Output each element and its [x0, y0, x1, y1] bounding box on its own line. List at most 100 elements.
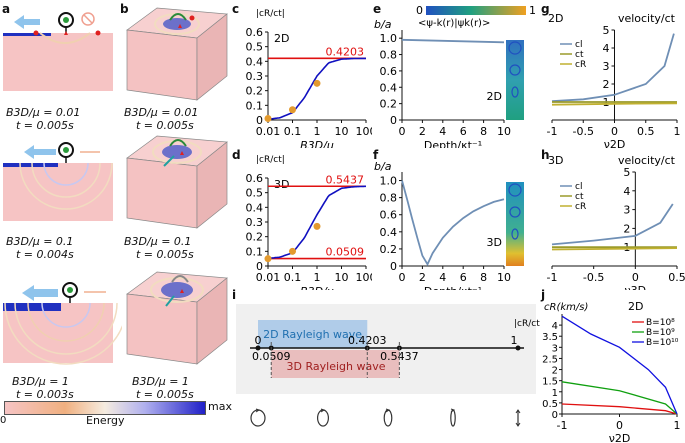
axis-point	[515, 345, 521, 351]
chart-c: 00.10.20.30.40.50.60.010.1110100B3D/μ|cR…	[246, 9, 373, 148]
y-tick-label: 1.5	[542, 377, 558, 388]
velocity-curve	[551, 203, 674, 246]
velocity-curve	[551, 247, 678, 251]
x-tick-label: 0	[399, 271, 406, 284]
panel-label-c: c	[232, 2, 240, 16]
legend-label: ct	[575, 50, 584, 60]
velocity-curve	[551, 102, 678, 106]
y-tick-label: 0	[390, 260, 397, 273]
sim-ratio-label: B3D/μ = 0.01	[124, 106, 199, 119]
y-tick-label: 0.2	[380, 243, 398, 256]
rotation-icon	[171, 275, 189, 283]
chart-title: 2D	[628, 300, 643, 313]
arrowhead	[450, 408, 456, 413]
sim-time-label: t = 0.003s	[16, 388, 74, 401]
y-tick-label: 0.5	[246, 187, 264, 200]
simulation-2d-panels	[3, 12, 122, 365]
y-tick-label: 3.5	[542, 332, 558, 343]
ellipse-icon	[508, 41, 522, 55]
reference-line-label: 0.4203	[326, 45, 365, 58]
y-tick-label: 0	[256, 114, 263, 127]
legend-label: ct	[575, 192, 584, 202]
dimension-label: 2D	[548, 12, 563, 25]
x-tick-label: 4	[439, 271, 446, 284]
x-tick-label: 0.5	[668, 271, 685, 284]
x-tick-label: -1	[547, 271, 558, 284]
x-tick-label: 10	[335, 271, 349, 284]
y-tick-label: 0.6	[246, 26, 264, 39]
x-tick-label: 0.01	[256, 125, 281, 138]
y-axis-label: b/a	[374, 160, 392, 173]
x-axis-label: Depth/κt⁻¹	[424, 139, 482, 148]
data-point	[264, 255, 272, 263]
simulation-3d-cubes	[126, 7, 228, 365]
x-tick-label: 6	[460, 125, 467, 138]
arrow-left-icon	[22, 285, 58, 301]
sim-time-label: t = 0.005s	[136, 388, 194, 401]
band-2d-label: 2D Rayleigh wave	[263, 328, 362, 341]
colorbar-title: <ψ-k(r)|ψk(r)>	[418, 18, 490, 29]
y-tick-label: 3	[603, 60, 610, 73]
x-tick-label: 2	[419, 125, 426, 138]
chart-title: 2D	[274, 32, 289, 45]
x-tick-label: 1	[314, 125, 321, 138]
y-tick-label: 0.2	[380, 98, 398, 111]
cube-row1	[126, 7, 228, 101]
x-axis-label: B3D/μ	[300, 139, 334, 148]
sim-ratio-label: B3D/μ = 0.01	[6, 106, 81, 119]
y-tick-label: 0.4	[246, 55, 264, 68]
chart-title: velocity/ct	[618, 12, 676, 25]
y-tick-label: 4	[552, 321, 558, 332]
legend-label: B=10¹⁰	[646, 338, 679, 348]
x-tick-label: 8	[480, 125, 487, 138]
panel-label-a: a	[2, 2, 11, 16]
axis-tick-label: 1	[511, 334, 518, 347]
ellipse-icon	[511, 228, 519, 240]
data-point	[264, 115, 272, 123]
y-axis-label: |cR/ct|	[256, 155, 285, 165]
y-tick-label: 0.4	[246, 201, 264, 214]
panel-label-f: f	[373, 148, 379, 162]
x-tick-label: 100	[356, 271, 373, 284]
y-tick-label: 0.2	[246, 85, 264, 98]
x-tick-label: 0	[616, 419, 623, 432]
arrowhead	[320, 408, 326, 413]
legend-label: cR	[575, 202, 586, 212]
sim-2d-row2	[3, 142, 113, 221]
arrowhead	[385, 408, 391, 413]
axis-label: |cR/ct|	[514, 319, 540, 329]
x-tick-label: 10	[497, 271, 511, 284]
y-tick-label: 3	[623, 204, 630, 217]
y-tick-label: 2	[603, 78, 610, 91]
rotation-icon	[169, 139, 187, 147]
reference-line-label: 0.0509	[326, 246, 365, 259]
chart-d: 00.10.20.30.40.50.60.010.1110100B3D/μ|cR…	[246, 155, 373, 290]
y-tick-label: 5	[603, 24, 610, 37]
axis-tick-label: 0.0509	[252, 350, 291, 363]
y-tick-label: 0.8	[380, 192, 398, 205]
x-tick-label: 0	[399, 125, 406, 138]
y-tick-label: 0.6	[246, 172, 264, 185]
sim-time-label: t = 0.004s	[16, 248, 74, 261]
legend-label: B=10⁸	[646, 318, 675, 328]
x-tick-label: 0.01	[256, 271, 281, 284]
y-tick-label: 0.4	[380, 81, 398, 94]
reference-line-label: 0.5437	[326, 173, 365, 186]
panel-label-i: i	[232, 288, 237, 302]
sim-2d-row3	[3, 282, 122, 365]
chart-title: 3D	[487, 236, 502, 249]
energy-min-label: 0	[0, 415, 7, 426]
cube-row2	[126, 135, 228, 229]
y-tick-label: 0.5	[246, 41, 264, 54]
ellipse-icon	[509, 206, 521, 218]
rotation-icon	[169, 13, 187, 21]
chart-title: 3D	[274, 178, 289, 191]
x-tick-label: 6	[460, 271, 467, 284]
polarization-icon	[316, 409, 329, 427]
axis-point	[255, 345, 261, 351]
panel-i-background	[236, 304, 536, 394]
data-point	[289, 106, 296, 114]
